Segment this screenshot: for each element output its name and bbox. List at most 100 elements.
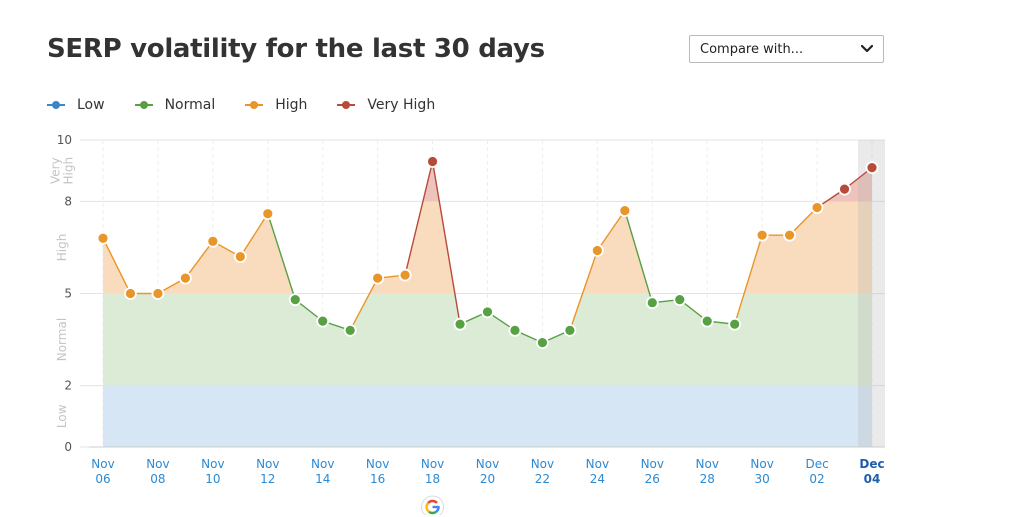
x-tick-label: 08 [150,472,165,486]
data-point [563,323,577,337]
data-point [288,293,302,307]
legend-item-very-high[interactable]: Very High [337,97,435,113]
page-title: SERP volatility for the last 30 days [47,34,545,64]
series-line-segment [102,237,132,294]
data-point [96,231,110,245]
x-tick-label: Nov [256,457,279,471]
x-tick-label: 28 [700,472,715,486]
x-tick-label: 26 [645,472,660,486]
data-point [398,268,412,282]
x-tick-label: Nov [476,457,499,471]
data-point [755,228,769,242]
data-point [810,201,824,214]
x-tick-label: Nov [696,457,719,471]
x-tick-label: 04 [864,472,881,486]
x-tick-label: 30 [755,472,770,486]
x-tick-label: Nov [146,457,169,471]
legend-label: High [275,97,308,113]
x-tick-label: Dec [859,457,884,471]
x-tick-label: Nov [421,457,444,471]
x-tick-label: Nov [366,457,389,471]
series-line-segment [431,161,461,325]
data-point [124,287,137,300]
x-tick-label: 12 [260,472,275,486]
series-line-segment [569,250,599,331]
data-point [453,317,467,331]
y-tick-label: 8 [64,194,72,208]
series-line-segment [267,213,296,300]
legend-low-marker-icon [47,101,65,109]
compare-with-label: Compare with... [700,41,804,57]
data-point [865,161,879,175]
band-label: Low [55,404,69,428]
x-tick-label: Nov [750,457,773,471]
series-line-segment [789,207,818,236]
data-point [371,271,385,285]
x-tick-label: Nov [201,457,224,471]
legend-label: Normal [164,97,216,113]
data-point [261,207,275,221]
data-point [783,228,797,242]
legend-item-normal[interactable]: Normal [134,97,216,113]
y-tick-label: 2 [64,379,72,393]
y-tick-label: 10 [57,133,72,147]
x-tick-label: 02 [809,472,824,486]
data-point [233,250,247,264]
data-point [728,317,742,331]
y-tick-label: 0 [64,440,72,454]
x-tick-label: Nov [91,457,114,471]
x-tick-label: Dec [805,457,828,471]
x-tick-label: 24 [590,472,605,486]
x-tick-label: 22 [535,472,550,486]
x-tick-label: 06 [95,472,110,486]
band-label: Normal [55,318,69,361]
data-point [645,296,659,310]
legend-label: Low [77,97,105,113]
series-line-segment [349,277,379,331]
band-label: High [62,157,76,185]
data-point [700,314,714,328]
data-point [508,323,522,337]
series-line-segment [734,234,763,325]
google-logo-arc [427,499,438,504]
data-point [838,182,851,196]
y-tick-label: 5 [64,287,72,301]
x-tick-label: 18 [425,472,440,486]
x-tick-label: Nov [641,457,664,471]
google-logo-arc [425,502,430,513]
series-line-segment [624,210,653,303]
data-point [481,305,494,319]
band-label: Very [49,157,63,184]
legend-label: Very High [367,97,436,113]
series-line-segment [239,213,269,258]
data-point [426,155,439,168]
data-point [590,244,604,257]
x-tick-label: Nov [531,457,554,471]
compare-with-dropdown[interactable]: Compare with... [689,35,884,63]
legend-item-low[interactable]: Low [47,97,105,113]
x-tick-label: 20 [480,472,495,486]
data-point [618,204,632,218]
x-tick-label: 16 [370,472,385,486]
google-update-icon[interactable] [421,495,445,515]
series-line-segment [184,240,214,279]
band-label: High [55,234,69,262]
data-point [151,287,165,300]
data-point [206,234,220,248]
series-line-segment [596,210,626,251]
legend-normal-marker-icon [134,101,153,109]
data-point [536,336,549,350]
series-line-segment [404,161,434,276]
legend-item-high[interactable]: High [245,97,307,113]
x-tick-label: Nov [586,457,609,471]
legend-very-high-marker-icon [337,101,356,109]
data-point [673,293,687,307]
x-tick-label: Nov [311,457,334,471]
highlighted-day-column [858,140,885,447]
data-point [178,271,192,285]
chevron-down-icon [861,45,873,53]
data-point [316,314,330,328]
chart-legend: Low Normal High Very High [47,95,465,115]
band-low [103,385,872,447]
